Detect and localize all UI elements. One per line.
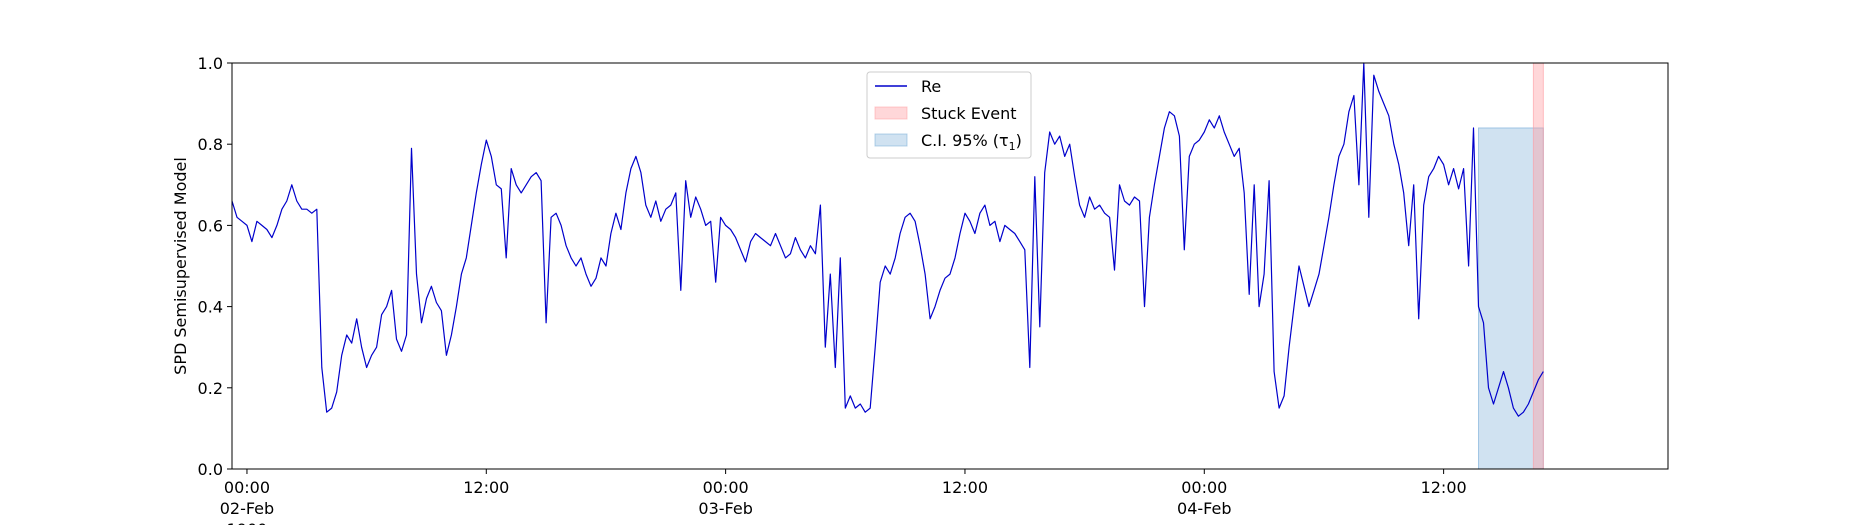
region-0 [1478, 127, 1544, 470]
y-tick-label-0: 0.0 [198, 460, 223, 479]
legend-box [866, 71, 1032, 159]
y-tick-label-5: 1.0 [198, 54, 223, 73]
legend-patch-ci [874, 133, 908, 147]
legend-patch-stuck-event [874, 106, 908, 120]
x-tick-label-3: 12:00 [942, 478, 988, 497]
y-tick-label-4: 0.8 [198, 135, 223, 154]
legend-label-stuck-event: Stuck Event [921, 104, 1017, 123]
x-tick-label-4: 00:00 [1181, 478, 1227, 497]
y-tick-label-2: 0.4 [198, 298, 223, 317]
x-tick-label-2: 00:00 [703, 478, 749, 497]
x-tick-sublabel-4: 04-Feb [1177, 499, 1231, 518]
y-axis: 0.0 0.2 0.4 0.6 0.8 1.0 [198, 54, 232, 479]
series-layer [231, 62, 1544, 417]
x-tick-year-0: 1900 [227, 520, 268, 525]
x-tick-sublabel-2: 03-Feb [698, 499, 752, 518]
legend-label-ci: C.I. 95% (τ1) [921, 131, 1022, 153]
legend-label-re: Re [921, 77, 941, 96]
legend-label-ci-sub: 1 [1009, 140, 1016, 153]
x-tick-sublabel-0: 02-Feb [220, 499, 274, 518]
legend: Re Stuck Event C.I. 95% (τ1) [866, 71, 1032, 159]
x-tick-label-5: 12:00 [1421, 478, 1467, 497]
shaded-regions [1478, 62, 1544, 470]
x-tick-label-1: 12:00 [463, 478, 509, 497]
x-tick-label-0: 00:00 [224, 478, 270, 497]
x-axis: 00:00 02-Feb 1900 12:00 00:00 03-Feb 12:00 00:0… [220, 469, 1467, 525]
region-1 [1532, 62, 1544, 470]
legend-label-ci-tail: ) [1016, 131, 1022, 150]
plot-frame [231, 62, 1669, 470]
legend-label-ci-main: C.I. 95% (τ [921, 131, 1009, 150]
y-axis-label: SPD Semisupervised Model [171, 157, 190, 375]
series-line-0 [231, 62, 1544, 417]
y-tick-label-3: 0.6 [198, 216, 223, 235]
y-tick-label-1: 0.2 [198, 379, 223, 398]
